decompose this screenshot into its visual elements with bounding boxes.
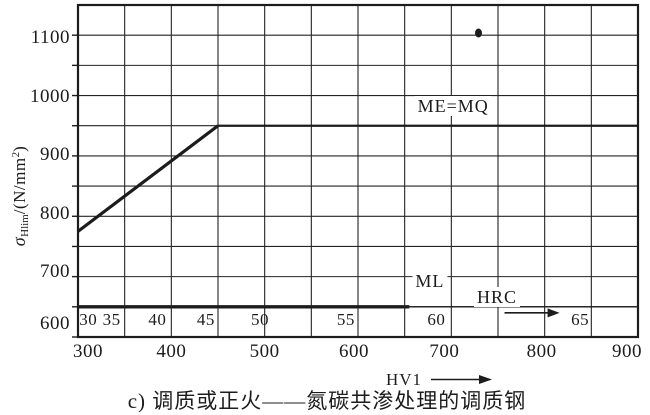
hrc-tick-label: 30 xyxy=(79,310,98,330)
x-tick-label: 900 xyxy=(612,341,642,362)
x-tick-label: 700 xyxy=(429,341,460,362)
series-line-me-mq xyxy=(77,124,219,233)
hrc-tick-label: 50 xyxy=(251,310,269,330)
hrc-tick-label: 45 xyxy=(196,310,215,330)
y-tick-label: 600 xyxy=(40,313,70,334)
y-axis-title: σHlim/(N/mm2) xyxy=(9,146,31,247)
sigma-subscript: Hlim xyxy=(19,214,31,237)
secondary-scale-label-hrc: HRC xyxy=(474,286,521,307)
x-tick-label: 400 xyxy=(156,341,187,362)
y-tick-label: 900 xyxy=(40,143,70,165)
ink-speck xyxy=(475,28,482,38)
hrc-tick-label: 40 xyxy=(148,310,167,330)
x-tick-label: 600 xyxy=(339,341,369,362)
hrc-tick-label: 35 xyxy=(102,310,121,330)
hrc-tick-label: 65 xyxy=(571,310,590,330)
hv1-arrowhead-icon xyxy=(479,375,492,384)
hrc-tick-label: 55 xyxy=(336,310,355,330)
hrc-tick-label: 60 xyxy=(427,310,446,330)
y-axis-unit-close: ) xyxy=(10,145,29,152)
y-tick-label: 800 xyxy=(40,203,70,225)
series-label-ml: ML xyxy=(412,271,448,292)
hrc-arrowhead-icon xyxy=(547,308,560,318)
plot-border xyxy=(76,3,640,339)
y-axis-unit-exponent: 2 xyxy=(10,151,22,158)
y-tick-label: 1100 xyxy=(30,27,70,49)
chart-caption: c) 调质或正火——氮碳共渗处理的调质钢 xyxy=(127,389,527,413)
x-tick-label: 800 xyxy=(526,341,557,362)
y-tick-label: 700 xyxy=(40,260,70,282)
x-tick-label: 500 xyxy=(249,341,280,362)
x-tick-label: 300 xyxy=(73,341,103,362)
y-tick-label: 1000 xyxy=(30,85,70,107)
x-axis-title: HV1 xyxy=(385,370,423,389)
sigma-symbol: σ xyxy=(9,236,29,247)
series-label-me-mq: ME=MQ xyxy=(414,96,492,117)
y-axis-unit: /(N/mm xyxy=(10,157,29,215)
